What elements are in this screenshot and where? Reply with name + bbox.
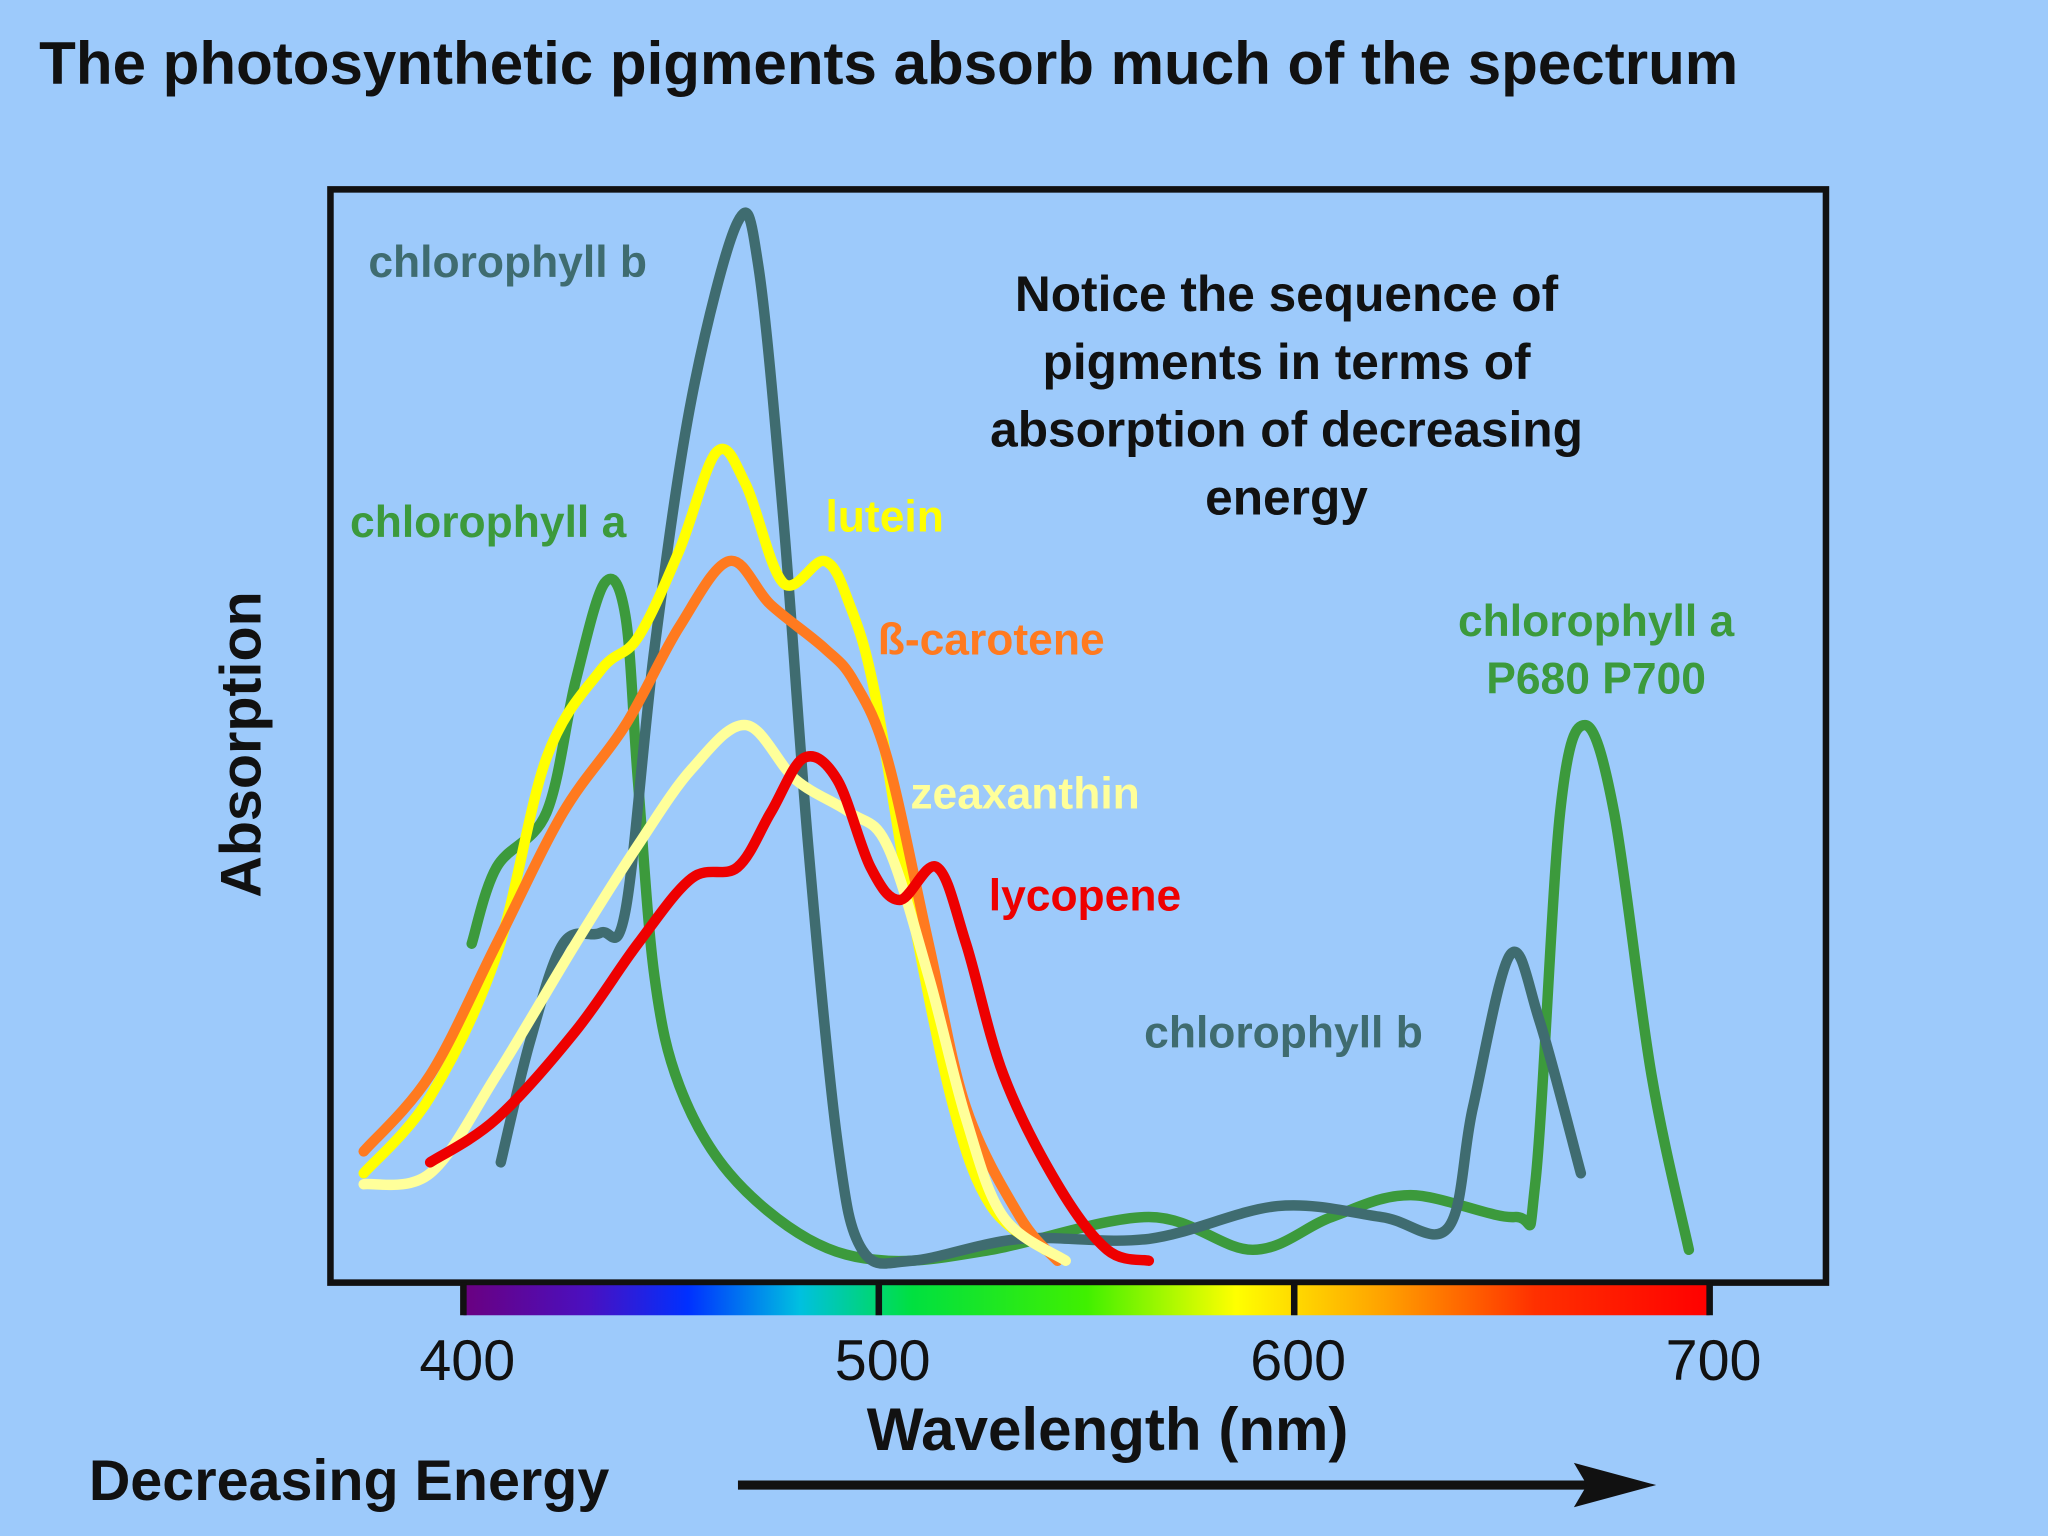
series-line xyxy=(424,751,1155,1266)
annotation: chlorophyll a xyxy=(1458,597,1735,646)
series-label: chlorophyll a xyxy=(350,498,627,547)
series-line xyxy=(466,573,1695,1267)
note-line: pigments in terms of xyxy=(1043,334,1532,390)
note-line: absorption of decreasing xyxy=(990,402,1583,458)
x-tick-label: 500 xyxy=(835,1329,931,1393)
x-axis-label: Wavelength (nm) xyxy=(867,1396,1349,1463)
energy-arrow-head xyxy=(1573,1462,1657,1508)
plot-area xyxy=(358,207,1695,1269)
chart-title: The photosynthetic pigments absorb much … xyxy=(39,30,1738,97)
series-line xyxy=(495,207,1587,1269)
x-tick-label: 400 xyxy=(419,1329,515,1393)
x-tick-label: 600 xyxy=(1250,1329,1346,1393)
series-label: lutein xyxy=(825,493,943,542)
x-tick-label: 700 xyxy=(1666,1329,1762,1393)
annotation: chlorophyll b xyxy=(1144,1008,1423,1057)
annotation: P680 P700 xyxy=(1486,655,1706,704)
note-line: energy xyxy=(1205,470,1368,526)
series-label: lycopene xyxy=(989,871,1181,920)
y-axis-label: Absorption xyxy=(210,591,274,897)
energy-label: Decreasing Energy xyxy=(89,1449,610,1513)
series-label: chlorophyll b xyxy=(368,238,647,287)
note-line: Notice the sequence of xyxy=(1015,266,1559,322)
spectrum-bar xyxy=(463,1285,1710,1316)
series-label: zeaxanthin xyxy=(910,769,1139,818)
series-label: ß-carotene xyxy=(878,615,1105,664)
series-line xyxy=(358,719,1071,1266)
plot-frame xyxy=(327,186,1830,1286)
